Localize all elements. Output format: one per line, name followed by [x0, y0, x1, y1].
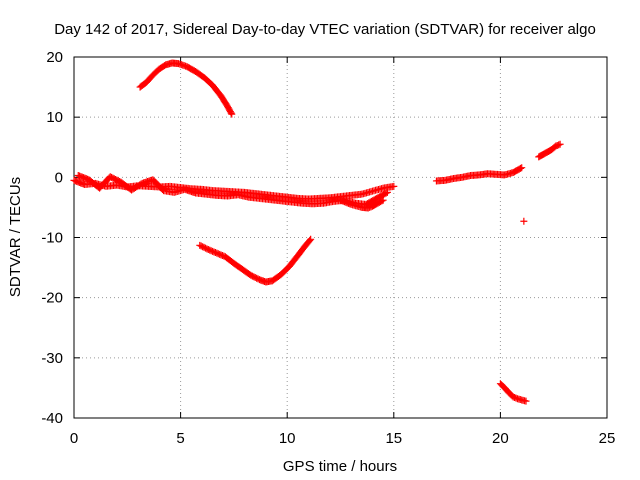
- y-tick-label: -10: [41, 230, 63, 247]
- data-point: [390, 182, 398, 190]
- data-point: [520, 217, 528, 225]
- series-segment-17-21: [432, 164, 526, 185]
- x-tick-label: 5: [176, 430, 184, 447]
- series-main-track-b: [74, 172, 391, 208]
- x-axis-label: GPS time / hours: [283, 458, 397, 475]
- x-tick-label: 20: [492, 430, 509, 447]
- data-point: [383, 188, 391, 196]
- data-point: [228, 110, 236, 118]
- data-point: [518, 164, 526, 172]
- plot-frame: [73, 56, 608, 419]
- y-tick-labels: -40 -30 -20 -10 0 10 20: [41, 49, 63, 427]
- data-point: [382, 189, 390, 197]
- y-axis-label: SDTVAR / TECUs: [7, 177, 24, 297]
- x-tick-label: 15: [385, 430, 402, 447]
- axis-ticks: [73, 56, 608, 419]
- y-tick-label: -20: [41, 290, 63, 307]
- data-point: [306, 236, 314, 244]
- series-isolated: [520, 217, 528, 225]
- y-tick-label: 10: [46, 109, 63, 126]
- y-tick-label: -30: [41, 350, 63, 367]
- y-tick-label: -40: [41, 410, 63, 427]
- y-tick-label: 0: [55, 169, 63, 186]
- series-low-segment: [496, 380, 530, 405]
- series-arc-top: [136, 59, 236, 118]
- data-point: [556, 140, 564, 148]
- data-point: [555, 141, 563, 149]
- data-points: [70, 59, 564, 405]
- data-point: [307, 235, 315, 243]
- x-tick-label: 10: [279, 430, 296, 447]
- data-point: [522, 397, 530, 405]
- grid: [74, 57, 607, 418]
- x-tick-label: 0: [70, 430, 78, 447]
- chart-title: Day 142 of 2017, Sidereal Day-to-day VTE…: [54, 21, 596, 38]
- data-point: [378, 197, 386, 205]
- data-point: [517, 164, 525, 172]
- data-point: [379, 196, 387, 204]
- series-rising-22-23: [535, 140, 564, 161]
- series-arc-bottom: [196, 235, 315, 286]
- y-tick-label: 20: [46, 49, 63, 66]
- x-tick-labels: 0 5 10 15 20 25: [70, 430, 616, 447]
- data-point: [227, 109, 235, 117]
- series-dip-near-14: [337, 196, 387, 212]
- x-tick-label: 25: [599, 430, 616, 447]
